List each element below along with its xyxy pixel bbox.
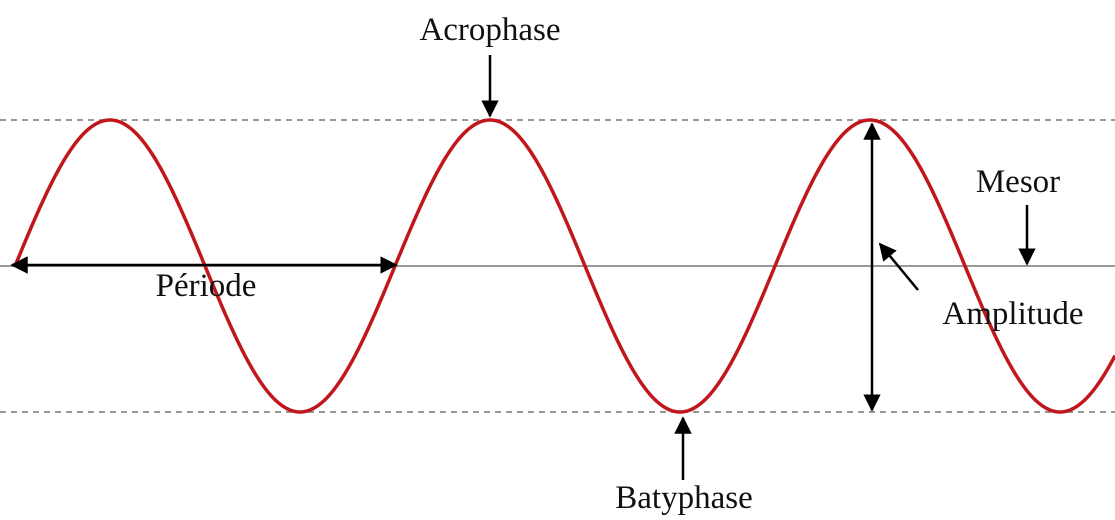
batyphase-label: Batyphase — [615, 480, 752, 516]
amplitude-label: Amplitude — [942, 296, 1083, 332]
sine-wave — [13, 118, 1115, 414]
mesor-label: Mesor — [976, 164, 1060, 200]
amplitude-pointer — [878, 242, 919, 291]
periode-label: Période — [156, 268, 257, 304]
acrophase-label: Acrophase — [419, 12, 560, 48]
